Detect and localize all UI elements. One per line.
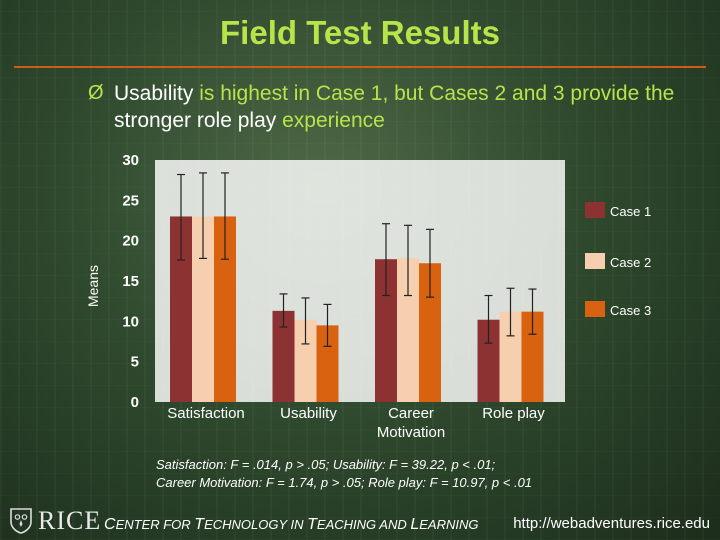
bar — [192, 216, 214, 402]
website-link[interactable]: http://webadventures.rice.edu — [513, 515, 710, 532]
y-axis-title: Means — [85, 265, 101, 307]
center-name-part: ECHNOLOGY IN — [204, 517, 308, 532]
bar — [499, 311, 522, 402]
bar — [375, 259, 397, 402]
y-tick-label: 25 — [122, 192, 139, 209]
legend-label: Case 3 — [610, 303, 651, 318]
logo-text: RICE — [38, 506, 102, 535]
x-category-label: Satisfaction — [167, 405, 245, 422]
stats-line-2: Career Motivation: F = 1.74, p > .05; Ro… — [156, 475, 533, 490]
center-name-part: ENTER FOR — [115, 517, 195, 532]
bullet-segment-highlight: experience — [276, 109, 385, 132]
center-name-part: T — [194, 516, 205, 533]
bar — [272, 310, 295, 402]
bar — [316, 325, 339, 402]
bar — [294, 319, 317, 402]
bar-chart: 0 5 10 15 20 25 30 Means Satisfaction Usability Ca… — [85, 152, 651, 441]
legend-swatch — [585, 301, 605, 317]
bullet-text: Usability is highest in Case 1, but Case… — [114, 80, 684, 134]
rice-logo: RICE — [10, 506, 101, 536]
center-name-part: C — [104, 516, 116, 533]
x-category-label: Usability — [280, 405, 337, 422]
center-name: CENTER FOR TECHNOLOGY IN TEACHING AND LE… — [104, 516, 478, 534]
statistics-note: Satisfaction: F = .014, p > .05; Usabili… — [156, 456, 676, 492]
bullet-segment: Usability — [114, 82, 194, 105]
y-tick-label: 5 — [131, 354, 139, 371]
center-name-part: EARNING — [419, 517, 479, 532]
y-tick-label: 10 — [122, 313, 139, 330]
center-name-part: T — [307, 516, 317, 533]
legend-label: Case 1 — [610, 204, 651, 219]
legend-swatch — [585, 202, 605, 218]
bar — [397, 258, 419, 402]
legend-swatch — [585, 253, 605, 269]
bar — [419, 263, 441, 402]
slide-title: Field Test Results — [220, 14, 500, 51]
center-name-part: L — [410, 516, 420, 533]
bar — [477, 319, 500, 402]
bar — [521, 311, 544, 402]
legend-label: Case 2 — [610, 255, 651, 270]
x-category-label: Role play — [482, 405, 545, 422]
y-tick-label: 30 — [122, 152, 139, 169]
arrow-bullet-icon: Ø — [88, 82, 104, 104]
y-tick-label: 0 — [131, 394, 139, 411]
y-tick-label: 15 — [122, 273, 139, 290]
bullet-segment-highlight: is highest in Case 1, but Cases 2 and 3 … — [193, 82, 675, 105]
bullet-segment: stronger role play — [114, 109, 277, 132]
owl-shield-icon — [10, 508, 32, 534]
x-category-label: Motivation — [377, 424, 445, 441]
title-divider — [14, 66, 706, 68]
x-category-label: Career — [388, 405, 434, 422]
y-tick-label: 20 — [122, 233, 139, 250]
stats-line-1: Satisfaction: F = .014, p > .05; Usabili… — [156, 457, 496, 472]
bar — [214, 216, 236, 402]
center-name-part: EACHING AND — [316, 517, 411, 532]
bar — [170, 216, 192, 402]
